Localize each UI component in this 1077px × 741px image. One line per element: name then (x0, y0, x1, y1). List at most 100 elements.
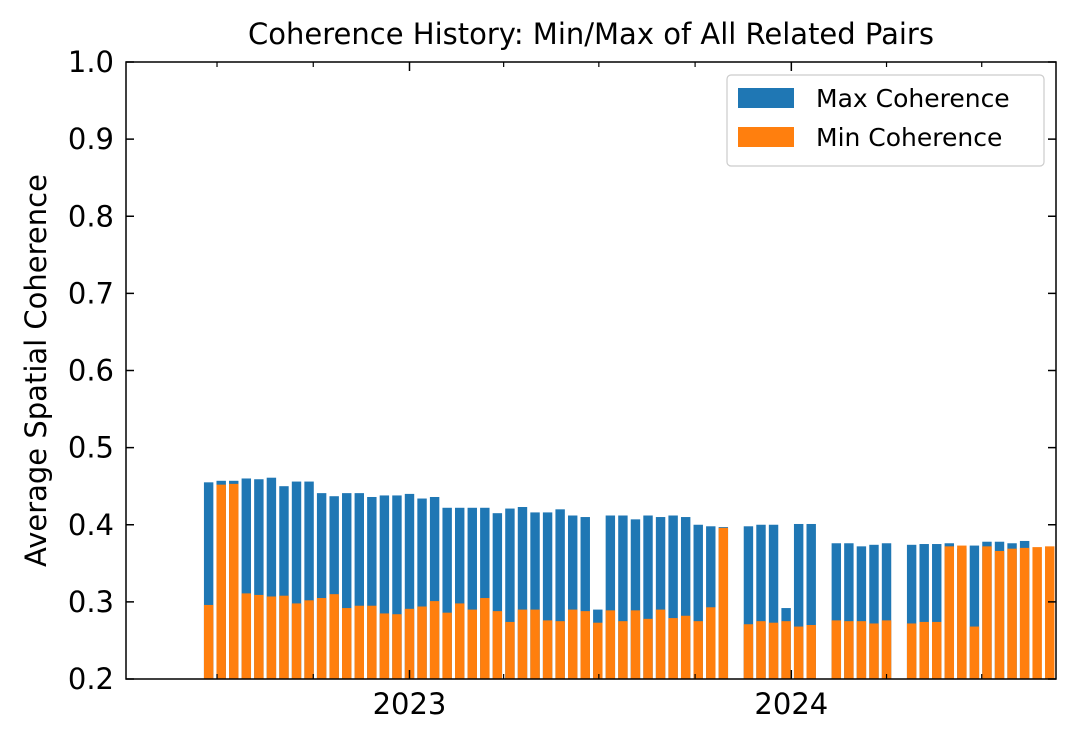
min-coherence-bar (467, 609, 477, 679)
y-tick-label: 0.9 (68, 122, 114, 156)
min-coherence-bar (1032, 547, 1042, 679)
legend-swatch-max (738, 88, 794, 108)
max-coherence-bar (932, 544, 942, 679)
y-tick-label: 0.2 (68, 662, 114, 696)
max-coherence-bar (567, 515, 578, 679)
y-axis-label: Average Spatial Coherence (19, 174, 53, 567)
max-coherence-bar (643, 515, 653, 679)
min-coherence-bar (944, 546, 955, 679)
min-coherence-bar (1007, 548, 1017, 679)
min-coherence-bar (881, 620, 892, 679)
max-coherence-bar (542, 512, 553, 679)
min-coherence-bar (806, 625, 816, 679)
min-coherence-bar (919, 621, 929, 679)
min-coherence-bar (580, 611, 590, 679)
max-coherence-bar (655, 517, 666, 679)
min-coherence-bar (304, 600, 314, 679)
min-coherence-bar (869, 623, 879, 679)
max-coherence-bar (492, 513, 503, 679)
min-coherence-bar (417, 606, 427, 679)
min-coherence-bar (969, 626, 980, 679)
max-coherence-bar (480, 507, 490, 679)
min-coherence-bar (668, 618, 678, 679)
max-coherence-bar (555, 509, 565, 679)
min-coherence-bar (593, 622, 603, 679)
min-coherence-bar (655, 609, 666, 679)
max-coherence-bar (404, 493, 415, 679)
legend-swatch-min (738, 127, 794, 147)
min-coherence-bar (906, 623, 917, 679)
max-coherence-bar (919, 544, 929, 679)
min-coherence-bar (329, 594, 339, 679)
min-coherence-bar (505, 621, 515, 679)
max-coherence-bar (693, 524, 703, 679)
max-coherence-bar (241, 478, 252, 679)
max-coherence-bar (831, 543, 842, 679)
y-tick-label: 0.8 (68, 199, 114, 233)
min-coherence-bar (354, 605, 364, 679)
max-coherence-bar (304, 481, 314, 679)
min-coherence-bar (316, 598, 327, 679)
min-coherence-bar (1019, 547, 1030, 679)
max-coherence-bar (768, 524, 779, 679)
min-coherence-bar (718, 527, 729, 679)
max-coherence-bar (455, 507, 465, 679)
min-coherence-bar (844, 621, 854, 679)
min-coherence-bar (542, 620, 553, 679)
max-coherence-bar (367, 496, 377, 679)
min-coherence-bar (342, 608, 352, 679)
max-coherence-bar (429, 496, 440, 679)
y-tick-label: 0.7 (68, 276, 114, 310)
max-coherence-bar (605, 515, 616, 679)
max-coherence-bar (379, 495, 390, 679)
max-coherence-bar (806, 523, 816, 679)
max-coherence-bar (630, 519, 641, 679)
max-coherence-bar (906, 544, 917, 679)
max-coherence-bar (618, 515, 628, 679)
y-tick-label: 0.4 (68, 508, 114, 542)
max-coherence-bar (530, 512, 540, 679)
y-tick-label: 0.5 (68, 431, 114, 465)
min-coherence-bar (266, 596, 277, 679)
max-coherence-bar (354, 493, 364, 679)
max-coherence-bar (743, 526, 754, 679)
max-coherence-bar (417, 498, 427, 679)
legend: Max Coherence Min Coherence (726, 74, 1045, 167)
min-coherence-bar (643, 618, 653, 679)
min-coherence-bar (241, 593, 252, 679)
legend-label-min: Min Coherence (816, 123, 1002, 152)
y-tick-label: 0.6 (68, 354, 114, 388)
min-coherence-bar (680, 615, 691, 679)
max-coherence-bar (329, 496, 339, 679)
max-coherence-bar (467, 507, 477, 679)
max-coherence-bar (392, 495, 402, 679)
min-coherence-bar (781, 621, 791, 679)
max-coherence-bar (881, 543, 892, 679)
min-coherence-bar (793, 626, 804, 679)
y-axis: 0.2 0.3 0.4 0.5 0.6 0.7 0.8 0.9 1.0 (68, 45, 1056, 696)
min-coherence-bar (1045, 546, 1055, 679)
min-coherence-bar (455, 603, 465, 679)
min-coherence-bar (994, 550, 1005, 679)
max-coherence-bar (505, 508, 515, 679)
max-coherence-bar (203, 482, 214, 679)
legend-box (726, 74, 1045, 167)
min-coherence-bar (429, 601, 440, 679)
max-coherence-bar (969, 545, 980, 679)
max-coherence-bar (266, 477, 277, 679)
min-coherence-bar (216, 484, 226, 679)
max-coherence-bar (856, 546, 867, 679)
max-coherence-bar (844, 543, 854, 679)
max-coherence-bars (203, 477, 1030, 679)
min-coherence-bar (291, 603, 302, 679)
min-coherence-bar (982, 546, 992, 679)
min-coherence-bar (768, 622, 779, 679)
max-coherence-bar (342, 493, 352, 679)
min-coherence-bar (856, 621, 867, 679)
min-coherence-bar (379, 613, 390, 679)
min-coherence-bar (517, 609, 528, 679)
y-tick-label: 1.0 (68, 45, 114, 79)
min-coherence-bar (567, 609, 578, 679)
max-coherence-bar (668, 515, 678, 679)
legend-label-max: Max Coherence (816, 84, 1010, 113)
